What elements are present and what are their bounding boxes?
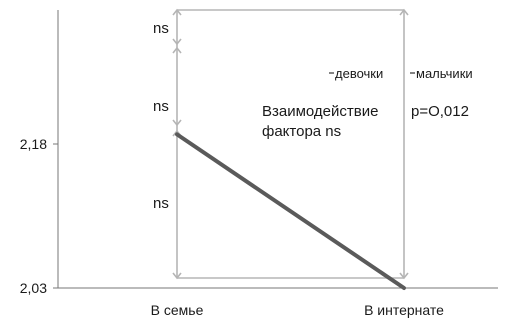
- legend-label-boys: мальчики: [416, 66, 473, 81]
- interaction-label: Взаимодействие: [262, 103, 378, 120]
- series-line-boys: [175, 132, 406, 290]
- interaction-label-2: фактора ns: [262, 123, 341, 140]
- bracket-left: [172, 8, 404, 280]
- x-category-label-1: В семье: [151, 302, 204, 318]
- legend: девочки мальчики: [329, 66, 473, 81]
- y-tick-label-2: 2,03: [20, 280, 47, 296]
- ns-label-bottom: ns: [153, 195, 169, 212]
- ns-label-top: ns: [153, 20, 169, 37]
- legend-label-girls: девочки: [335, 66, 383, 81]
- y-tick-label-1: 2,18: [20, 136, 47, 152]
- bracket-right: [399, 8, 409, 280]
- ns-label-middle: ns: [153, 98, 169, 115]
- x-category-label-2: В интернате: [364, 302, 444, 318]
- interaction-p-value: p=O,012: [411, 103, 469, 120]
